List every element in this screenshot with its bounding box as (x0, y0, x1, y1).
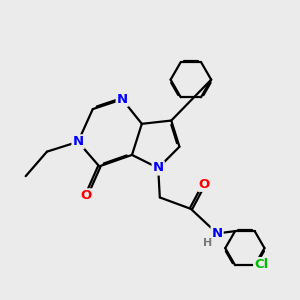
Text: O: O (198, 178, 210, 191)
Text: N: N (117, 93, 128, 106)
Text: N: N (212, 227, 223, 240)
Text: H: H (203, 238, 212, 248)
Text: O: O (81, 189, 92, 202)
Text: N: N (153, 161, 164, 175)
Text: N: N (73, 135, 84, 148)
Text: Cl: Cl (254, 258, 268, 271)
